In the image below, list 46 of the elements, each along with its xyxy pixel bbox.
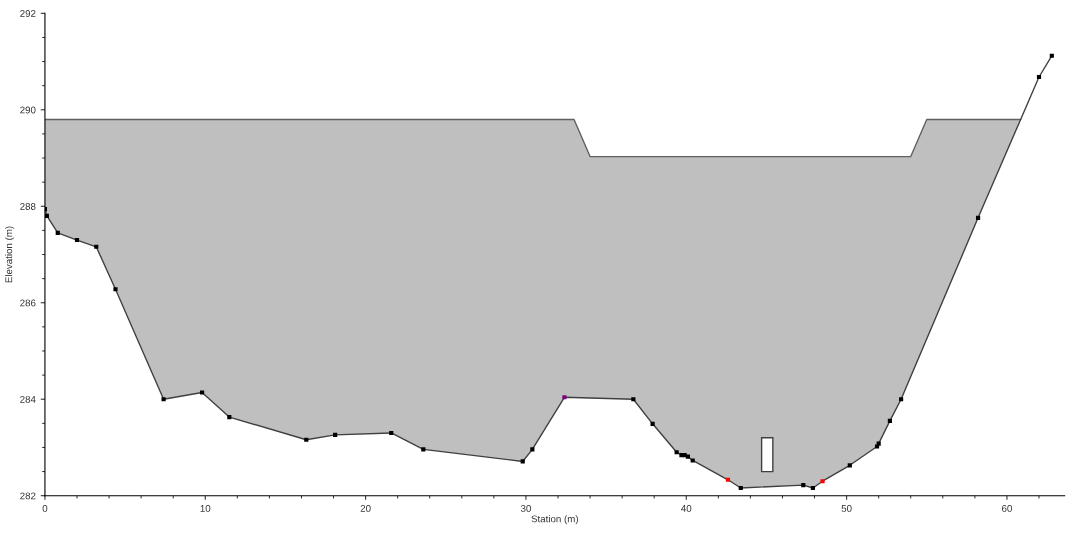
- point: [304, 437, 309, 442]
- x-tick-label: 0: [42, 504, 48, 512]
- point: [55, 230, 60, 235]
- point: [1049, 53, 1054, 58]
- point: [227, 414, 232, 420]
- x-tick-label: 20: [360, 504, 371, 512]
- point: [1036, 74, 1042, 80]
- point: [975, 215, 981, 220]
- point: [161, 397, 166, 402]
- x-tick-label: 40: [681, 504, 692, 512]
- point: [44, 213, 49, 218]
- y-tick-label: 282: [20, 492, 36, 500]
- x-tick-label: 10: [200, 504, 211, 512]
- x-axis-title: Station (m): [531, 515, 578, 525]
- point: [421, 447, 426, 452]
- point: [725, 477, 731, 482]
- point: [199, 390, 205, 395]
- point: [389, 430, 394, 436]
- point: [94, 244, 99, 249]
- x-tick-label: 50: [841, 504, 852, 512]
- y-tick-label: 288: [20, 203, 36, 210]
- y-tick-label: 284: [20, 395, 36, 403]
- point: [887, 418, 892, 424]
- point: [847, 463, 852, 468]
- point: [333, 432, 338, 437]
- y-tick-label: 290: [20, 106, 36, 114]
- point: [801, 482, 806, 488]
- point: [74, 237, 80, 243]
- point: [690, 458, 695, 463]
- point: [530, 447, 535, 452]
- y-tick-label: 292: [20, 10, 36, 17]
- point: [738, 485, 743, 491]
- point: [674, 450, 679, 455]
- point: [820, 479, 825, 484]
- point: [876, 441, 881, 446]
- point: [631, 397, 636, 402]
- y-tick-label: 286: [20, 299, 36, 307]
- point: [562, 395, 567, 400]
- point: [899, 397, 904, 402]
- point: [113, 287, 118, 292]
- point: [520, 459, 525, 464]
- x-tick-label: 30: [520, 504, 531, 512]
- x-tick-label: 60: [1002, 504, 1012, 512]
- y-axis-title: Elevation (m): [5, 226, 15, 283]
- point: [810, 485, 816, 491]
- point: [650, 421, 655, 426]
